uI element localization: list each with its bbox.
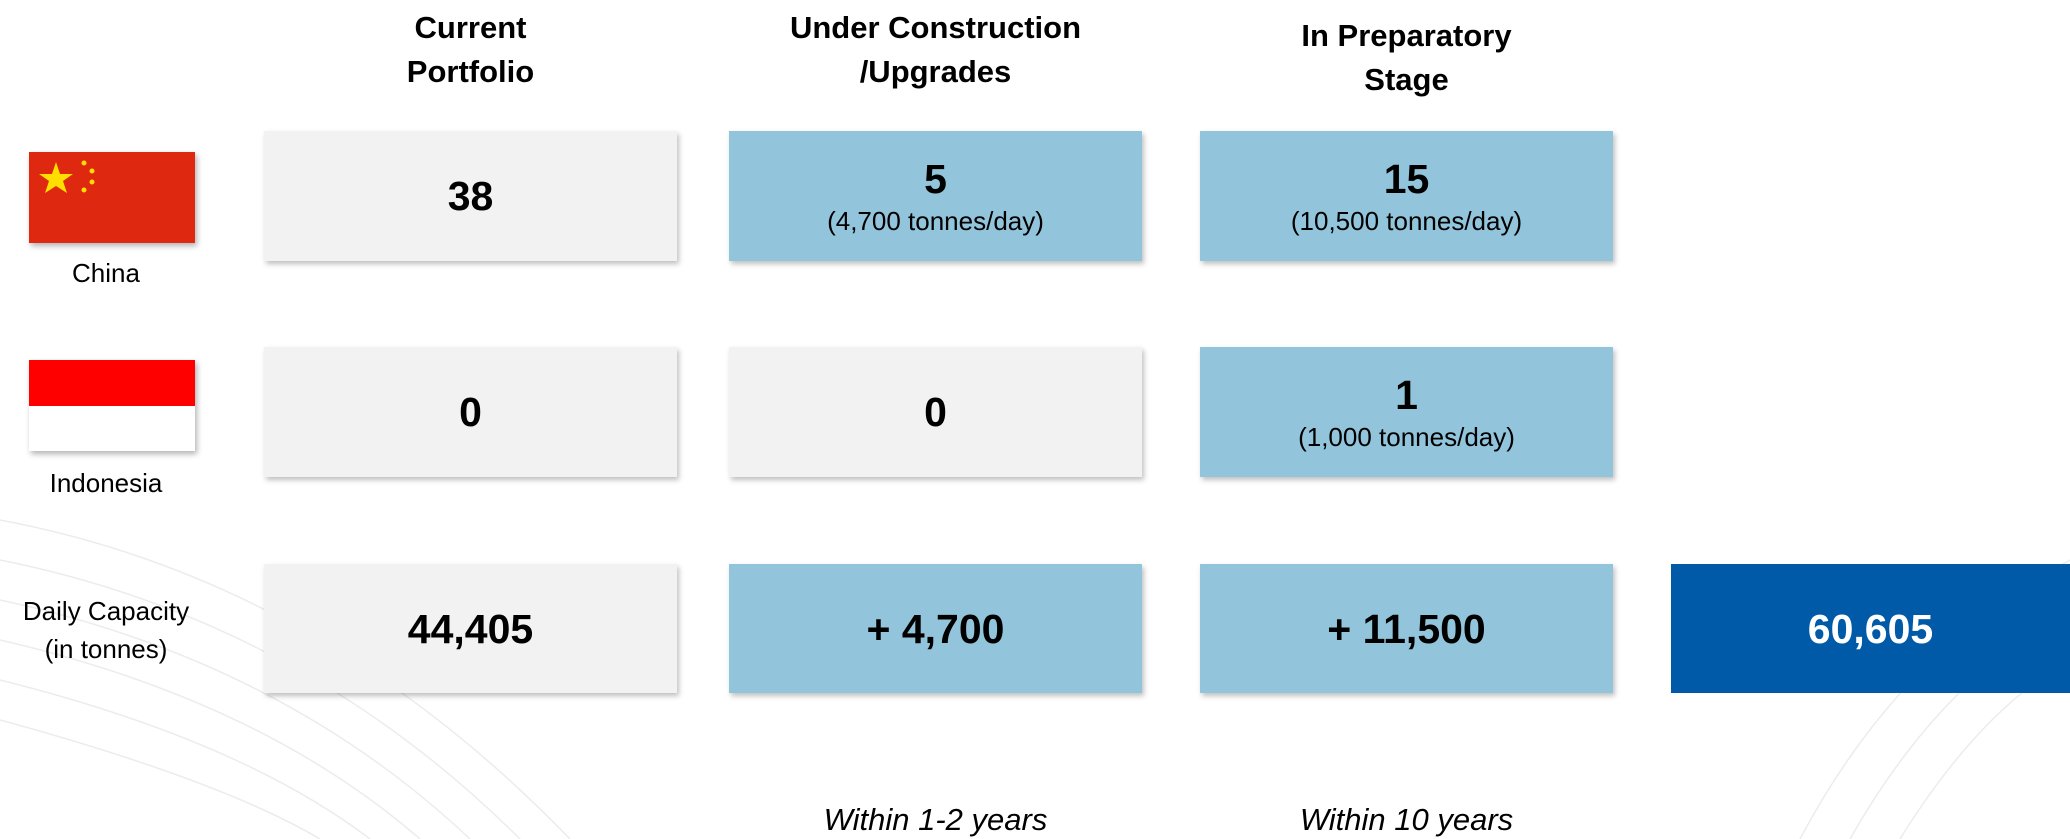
cell-note: (1,000 tonnes/day) — [1298, 422, 1515, 452]
header-line: Portfolio — [406, 54, 535, 89]
header-line: /Upgrades — [859, 54, 1012, 89]
cell-note: (10,500 tonnes/day) — [1290, 206, 1523, 236]
header-line: Current — [414, 10, 527, 45]
row-label: China — [0, 254, 212, 292]
total-cell: 60,605 — [1671, 564, 2070, 693]
header-line: Stage — [1364, 62, 1449, 97]
cell-value: 1 — [1395, 372, 1418, 418]
row-label: Indonesia — [0, 464, 212, 502]
cell: 44,405 — [264, 564, 677, 693]
cell: + 4,700 — [729, 564, 1142, 693]
cell-value: 5 — [924, 156, 947, 202]
cell: 1 (1,000 tonnes/day) — [1200, 347, 1613, 477]
column-header: In Preparatory Stage — [1200, 14, 1613, 102]
cell-value: 0 — [459, 389, 482, 435]
column-header: Under Construction/Upgrades — [729, 6, 1142, 94]
cell-value: 38 — [447, 173, 494, 219]
flag-indonesia — [29, 360, 195, 451]
cell: 5 (4,700 tonnes/day) — [729, 131, 1142, 261]
cell-value: + 11,500 — [1327, 605, 1486, 652]
footer-note: Within 1-2 years — [823, 802, 1048, 837]
cell-value: 15 — [1383, 156, 1430, 202]
cell-note: (4,700 tonnes/day) — [827, 206, 1044, 236]
label-line: Indonesia — [49, 468, 163, 498]
total-value: 60,605 — [1807, 605, 1934, 652]
cell: + 11,500 — [1200, 564, 1613, 693]
label-line: (in tonnes) — [44, 634, 168, 664]
cell: 38 — [264, 131, 677, 261]
label-line: China — [72, 258, 140, 288]
cell-value: + 4,700 — [866, 605, 1005, 652]
footer-note: Within 10 years — [1299, 802, 1514, 837]
cell: 0 — [729, 347, 1142, 477]
cell: 15 (10,500 tonnes/day) — [1200, 131, 1613, 261]
row-label: Daily Capacity (in tonnes) — [0, 592, 212, 668]
cell: 0 — [264, 347, 677, 477]
flag-china — [29, 152, 195, 243]
cell-value: 44,405 — [407, 605, 534, 652]
cell-value: 0 — [924, 389, 947, 435]
header-line: Under Construction — [789, 10, 1082, 45]
column-header: Current Portfolio — [264, 6, 677, 94]
label-line: Daily Capacity — [22, 596, 190, 626]
header-line: In Preparatory — [1301, 18, 1512, 53]
